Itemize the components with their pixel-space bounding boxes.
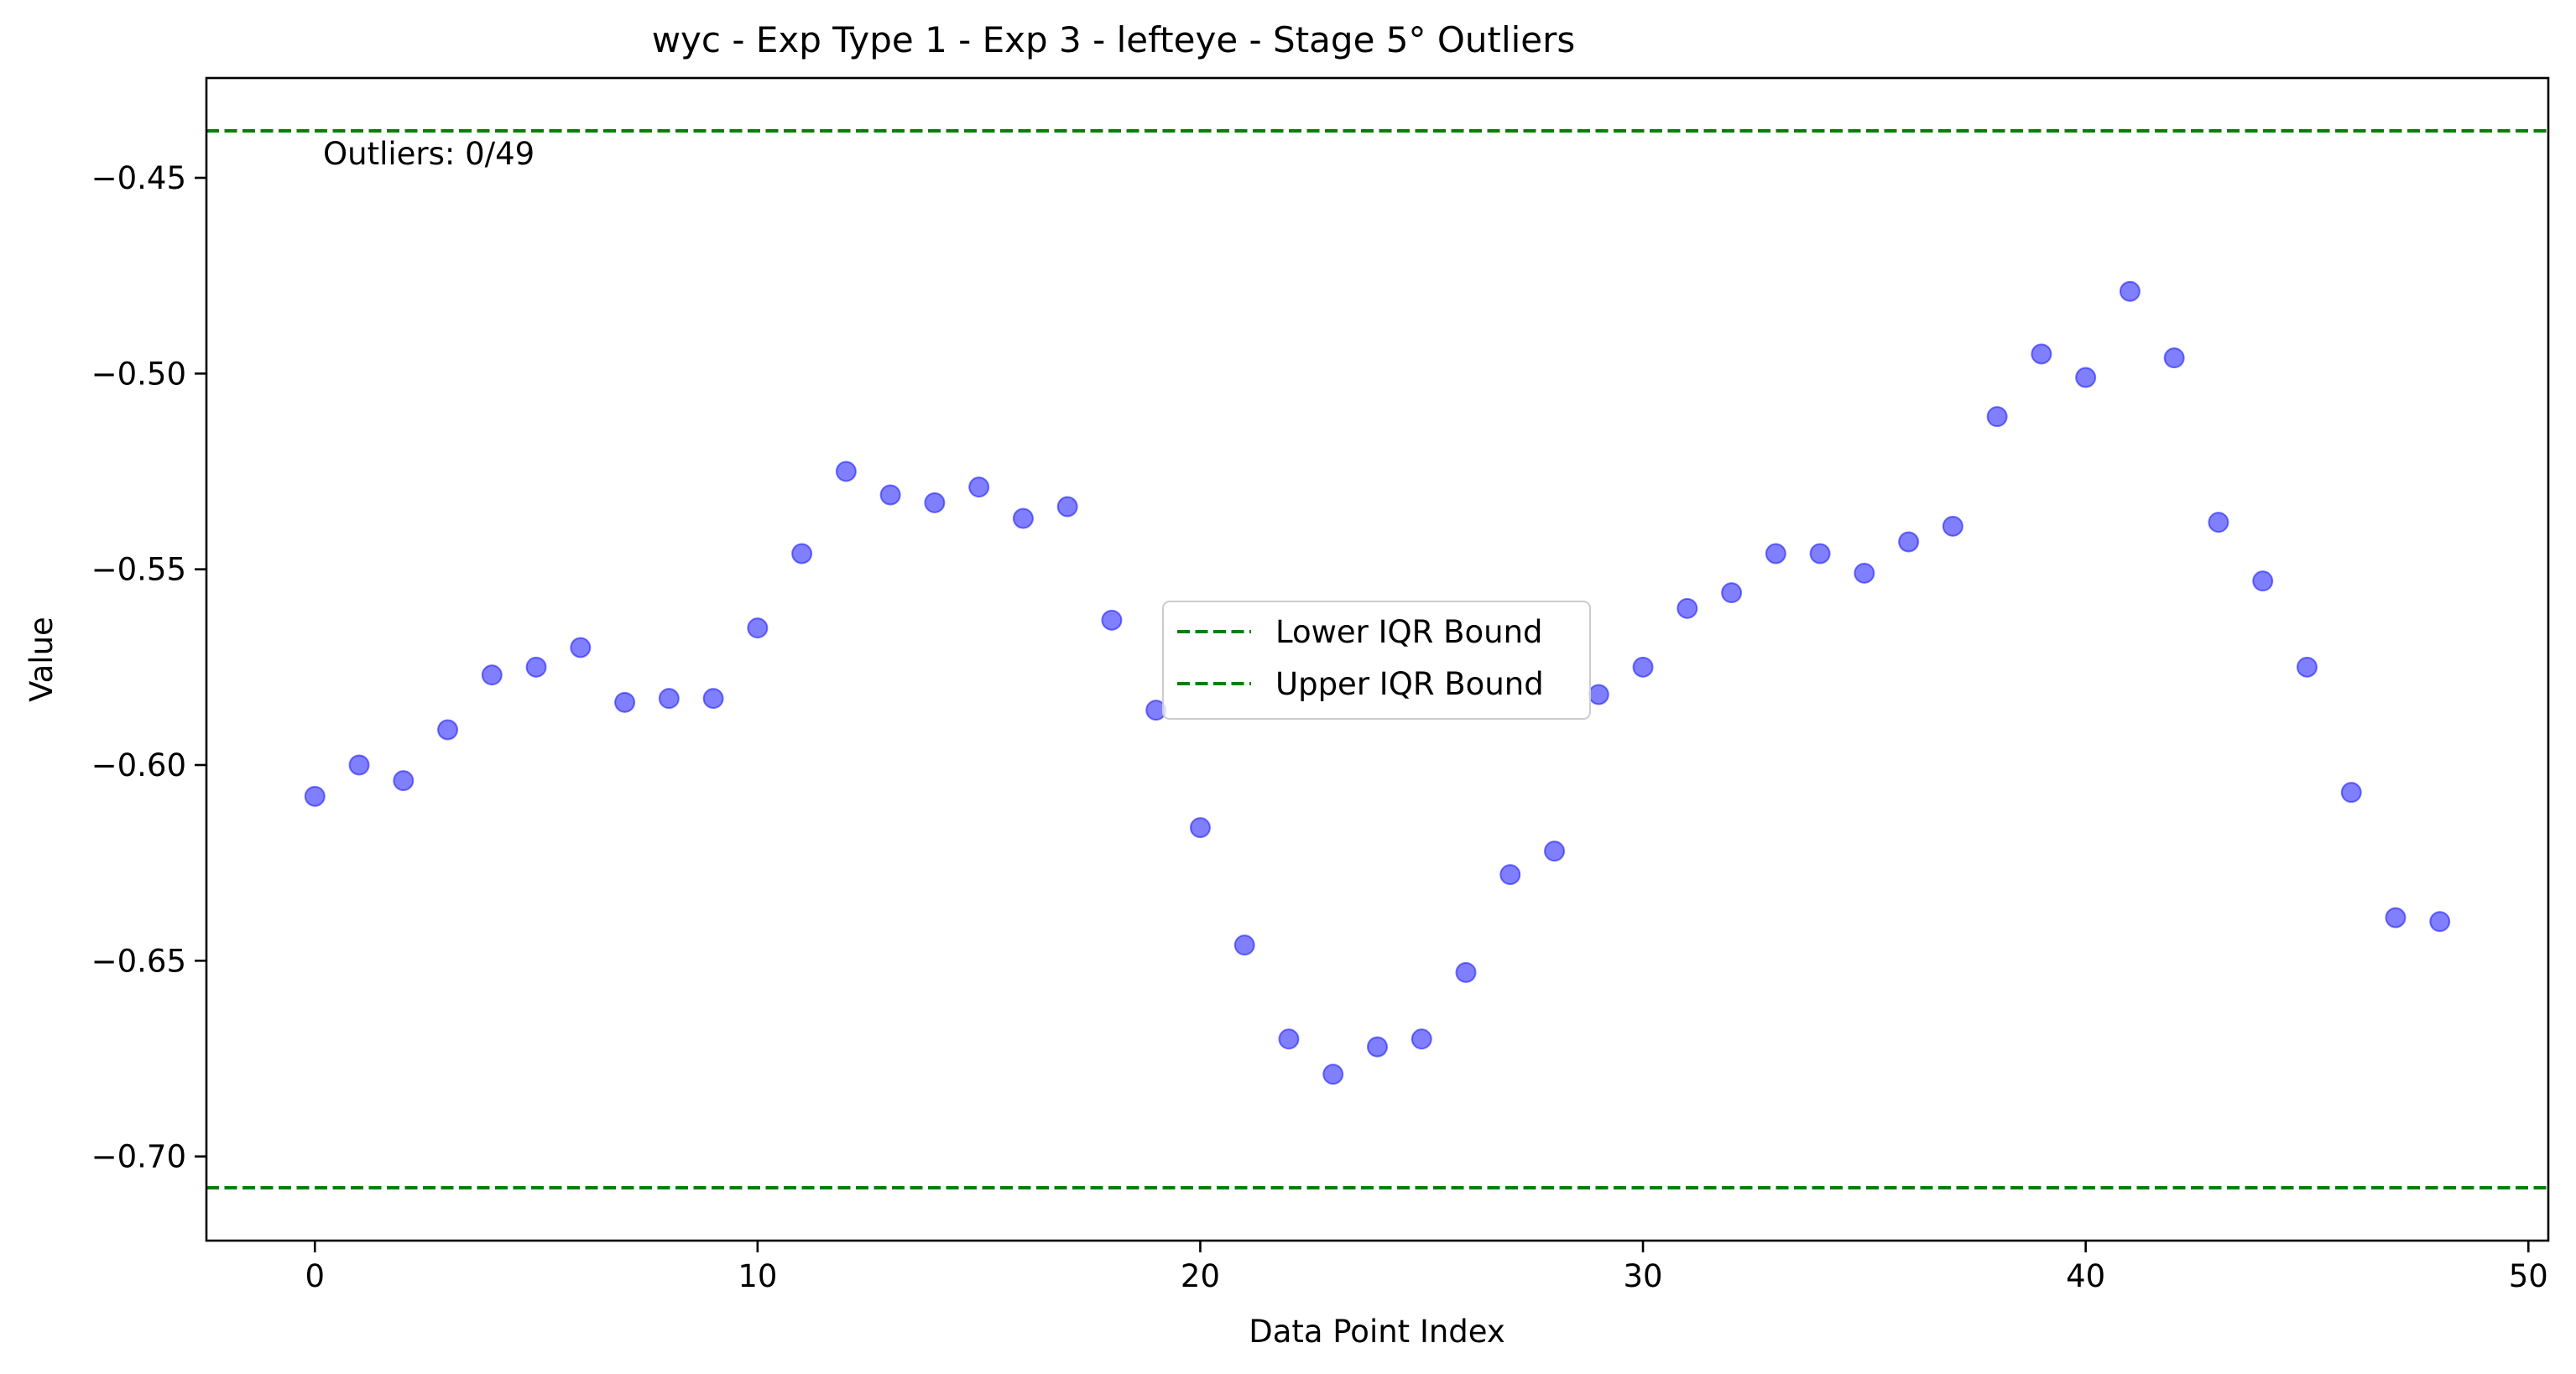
legend-box (1162, 601, 1591, 720)
y-tick-label: −0.70 (91, 1139, 186, 1175)
y-axis-ticks: −0.70 −0.65 −0.60 −0.55 −0.50 −0.45 (91, 160, 206, 1175)
data-point (2208, 512, 2229, 533)
data-point (924, 492, 946, 513)
data-point (1632, 656, 1654, 678)
x-tick-label: 40 (2066, 1258, 2105, 1294)
x-tick-label: 0 (305, 1258, 325, 1294)
data-point (791, 543, 813, 565)
data-point (2075, 367, 2097, 388)
data-point (1411, 1028, 1432, 1050)
data-point (2163, 347, 2185, 369)
data-point (1189, 817, 1211, 839)
x-tick-label: 10 (738, 1258, 777, 1294)
data-point (2031, 343, 2052, 365)
data-point (2296, 656, 2318, 678)
data-point (348, 754, 370, 776)
data-point (1809, 543, 1831, 565)
data-point (437, 719, 459, 741)
data-point (747, 617, 769, 639)
y-tick-label: −0.65 (91, 943, 186, 979)
data-point (1676, 597, 1698, 619)
y-tick-label: −0.45 (91, 160, 186, 196)
data-point (393, 770, 415, 792)
legend: Lower IQR Bound Upper IQR Bound (1162, 601, 1591, 720)
data-point (879, 484, 901, 506)
data-point (2252, 570, 2274, 592)
y-tick-label: −0.50 (91, 356, 186, 392)
data-point (702, 688, 724, 710)
chart-title: wyc - Exp Type 1 - Exp 3 - lefteye - Sta… (652, 19, 1576, 60)
data-points (304, 280, 2451, 1085)
legend-label-upper: Upper IQR Bound (1275, 666, 1544, 702)
data-point (614, 691, 636, 713)
data-point (570, 637, 592, 658)
x-tick-label: 50 (2509, 1258, 2548, 1294)
y-axis-label: Value (23, 617, 60, 702)
data-point (835, 461, 857, 482)
outliers-annotation: Outliers: 0/49 (323, 136, 534, 172)
x-tick-label: 20 (1181, 1258, 1220, 1294)
data-point (1898, 531, 1920, 553)
data-point (304, 785, 326, 807)
data-point (1101, 609, 1123, 631)
x-tick-label: 30 (1624, 1258, 1663, 1294)
data-point (1986, 406, 2008, 428)
data-point (968, 476, 990, 498)
data-point (1544, 841, 1566, 862)
data-point (1942, 515, 1963, 537)
data-point (2385, 907, 2407, 929)
data-point (1012, 507, 1034, 529)
reference-lines (206, 129, 2548, 1189)
data-point (1322, 1064, 1344, 1085)
data-point (658, 688, 680, 710)
legend-label-lower: Lower IQR Bound (1275, 614, 1543, 650)
data-point (1056, 496, 1078, 518)
data-point (1455, 961, 1477, 983)
data-point (1588, 684, 1609, 705)
data-point (1499, 864, 1521, 886)
data-point (481, 664, 503, 686)
x-axis-ticks: 0 10 20 30 40 50 (305, 1241, 2548, 1294)
data-point (2119, 280, 2141, 302)
data-point (1854, 562, 1875, 584)
data-point (2429, 911, 2451, 933)
data-point (1233, 934, 1255, 956)
data-point (1367, 1036, 1388, 1058)
data-point (2340, 782, 2362, 804)
data-point (1721, 582, 1743, 604)
data-point (1765, 543, 1786, 565)
y-tick-label: −0.55 (91, 552, 186, 588)
data-point (1278, 1028, 1300, 1050)
x-axis-label: Data Point Index (1249, 1314, 1505, 1350)
y-tick-label: −0.60 (91, 747, 186, 783)
plot-area-frame (205, 76, 2550, 1242)
data-point (525, 656, 547, 678)
